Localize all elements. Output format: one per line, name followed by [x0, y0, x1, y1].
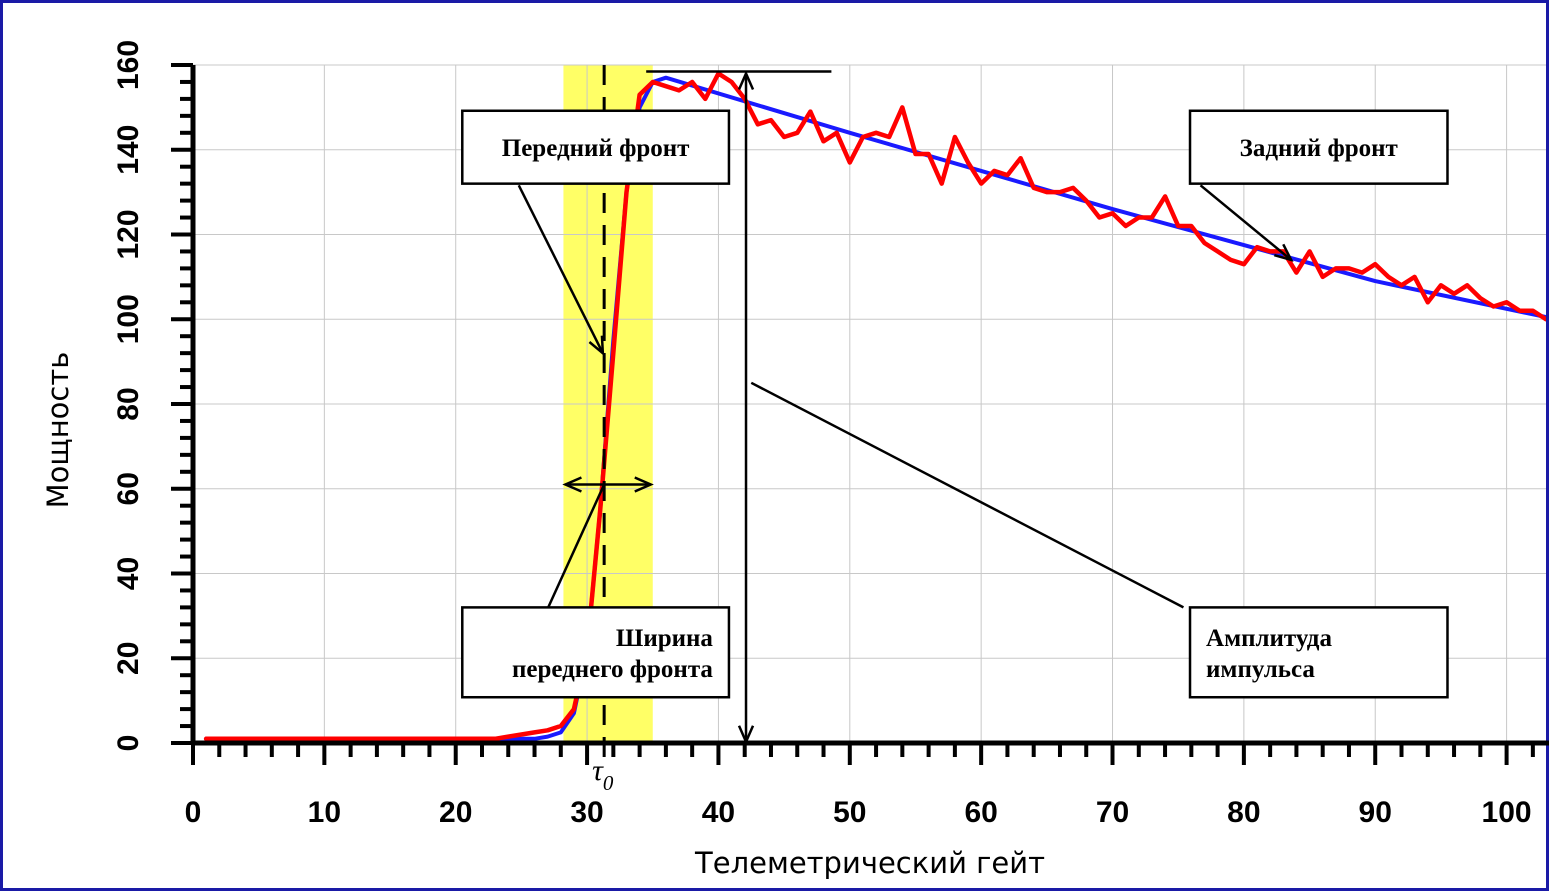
- annotation-box-leading-edge: [461, 109, 731, 185]
- amplitude-arrow-head-top: [737, 70, 755, 90]
- annotation-pointer-pulse-amplitude: [750, 381, 1185, 609]
- x-tick-label: 90: [1359, 796, 1392, 829]
- y-tick-label: 120: [112, 209, 145, 259]
- y-tick-label: 80: [112, 387, 145, 420]
- tau0-subscript: 0: [603, 771, 614, 795]
- x-tick-label: 60: [964, 796, 997, 829]
- width-arrow-head-left: [562, 476, 582, 493]
- annotation-box-trailing-edge: [1188, 109, 1449, 185]
- x-tick-label: 50: [833, 796, 866, 829]
- x-axis-label: Телеметрический гейт: [694, 846, 1045, 880]
- annotation-pointer-trailing-edge: [1199, 184, 1292, 261]
- x-tick-label: 30: [570, 796, 603, 829]
- axis-layer: 0 10 20 30 40 50 60 70 80 90 100 0 20 40 60 80 100 120 140…: [112, 40, 1549, 829]
- y-tick-label: 0: [112, 735, 145, 752]
- annotation-pointer-leading-edge: [517, 184, 604, 354]
- width-arrow-head-right: [634, 476, 654, 493]
- annotation-text-leading-edge: Передний фронт: [502, 135, 690, 162]
- y-tick-label: 100: [112, 294, 145, 344]
- x-tick-label: 100: [1482, 796, 1532, 829]
- y-tick-label: 60: [112, 472, 145, 505]
- y-tick-label: 20: [112, 642, 145, 675]
- annotation-text-leading-edge-width: переднего фронта: [512, 656, 713, 683]
- annotation-arrowhead-leading-edge: [588, 335, 605, 356]
- x-tick-label: 80: [1227, 796, 1260, 829]
- annotation-box-leading-edge-width: [461, 606, 731, 699]
- annotation-text-trailing-edge: Задний фронт: [1240, 135, 1398, 162]
- annotation-box-pulse-amplitude: [1188, 606, 1449, 699]
- y-tick-label: 140: [112, 125, 145, 175]
- x-tick-label: 20: [439, 796, 472, 829]
- y-tick-label: 160: [112, 40, 145, 90]
- x-tick-label: 0: [185, 796, 202, 829]
- amplitude-arrow-head-bottom: [737, 725, 755, 745]
- annotation-text-pulse-amplitude: импульса: [1206, 656, 1315, 683]
- x-tick-label: 10: [308, 796, 341, 829]
- x-tick-label: 40: [702, 796, 735, 829]
- annotation-text-pulse-amplitude: Амплитуда: [1206, 625, 1332, 652]
- x-tick-label: 70: [1096, 796, 1129, 829]
- annotation-text-leading-edge-width: Ширина: [616, 625, 714, 652]
- y-tick-label: 40: [112, 557, 145, 590]
- tau0-label: τ0: [592, 754, 614, 795]
- annotation-layer: Передний фронт Задний фронт Ширина переднег…: [461, 109, 1449, 699]
- y-axis-label: Мощность: [41, 352, 75, 509]
